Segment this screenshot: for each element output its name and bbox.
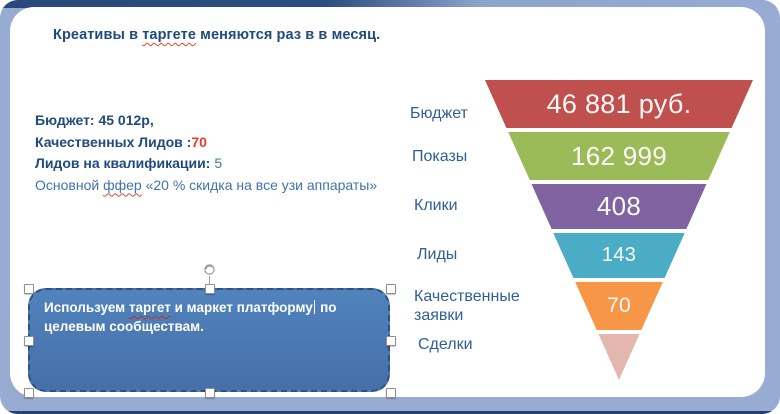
funnel-label-deals[interactable]: Сделки	[418, 336, 473, 353]
resize-handle-bottom-right[interactable]	[386, 388, 396, 398]
text-cursor	[313, 300, 316, 314]
funnel-value-quality-requests: 70	[607, 294, 631, 317]
quality-leads-line: Качественных Лидов :70	[35, 132, 377, 154]
funnel-segment-clicks[interactable]: 408	[531, 184, 707, 229]
resize-handle-middle-left[interactable]	[24, 336, 34, 346]
resize-handle-bottom-middle[interactable]	[205, 388, 215, 398]
funnel-label-quality-requests[interactable]: Качественные заявки	[414, 288, 520, 324]
qualification-leads-label: Лидов на квалификации:	[35, 155, 211, 171]
title-text-suffix: меняются раз в в месяц.	[196, 27, 381, 43]
funnel-label-impressions[interactable]: Показы	[412, 148, 468, 165]
qualification-leads-value: 5	[214, 155, 223, 171]
frame-top-border	[0, 0, 780, 8]
resize-handle-bottom-left[interactable]	[24, 388, 34, 398]
funnel-value-impressions: 162 999	[570, 140, 668, 171]
resize-handle-top-right[interactable]	[386, 284, 396, 294]
frame-bottom-border	[0, 411, 780, 414]
slide-title[interactable]: Креативы в таргете меняются раз в в меся…	[53, 27, 380, 43]
resize-handle-top-left[interactable]	[24, 284, 34, 294]
resize-handle-top-middle[interactable]	[205, 284, 215, 294]
title-misspelled-word: таргете	[142, 27, 197, 43]
callout-textbox[interactable]: Используем таргет и маркет платформу по …	[28, 288, 390, 392]
quality-leads-label: Качественных Лидов :	[35, 133, 192, 150]
rotation-handle-icon[interactable]	[203, 263, 216, 276]
funnel-value-clicks: 408	[596, 191, 642, 221]
callout-misspelled-word: таргет	[128, 300, 171, 315]
funnel-chart[interactable]: 46 881 руб. 162 999 408 143 70	[485, 80, 753, 380]
callout-prefix: Используем	[44, 300, 129, 315]
title-text-prefix: Креативы в	[53, 27, 143, 43]
funnel-label-leads[interactable]: Лиды	[417, 246, 458, 263]
callout-suffix: по целевым сообществам.	[44, 300, 337, 334]
budget-line: Бюджет: 45 012р,	[35, 112, 154, 128]
funnel-segment-budget[interactable]: 46 881 руб.	[485, 80, 753, 128]
offer-misspelled-word: ффер	[103, 176, 142, 193]
resize-handle-middle-right[interactable]	[386, 336, 396, 346]
offer-prefix: Основной	[35, 176, 104, 193]
callout-middle: и маркет платформу	[170, 300, 313, 315]
funnel-label-clicks[interactable]: Клики	[414, 197, 458, 214]
offer-suffix: «20 % скидка на все узи аппараты»	[141, 176, 378, 193]
rotation-handle-stem	[209, 276, 210, 285]
funnel-segment-deals[interactable]	[598, 334, 640, 380]
qualification-leads-line: Лидов на квалификации: 5	[35, 153, 377, 175]
funnel-label-budget[interactable]: Бюджет	[410, 105, 468, 122]
funnel-value-leads: 143	[601, 244, 637, 266]
funnel-segment-impressions[interactable]: 162 999	[508, 132, 730, 180]
stats-text-block[interactable]: Бюджет: 45 012р, Качественных Лидов :70 …	[35, 110, 377, 196]
funnel-segment-quality-requests[interactable]: 70	[575, 282, 663, 330]
offer-line: Основной ффер «20 % скидка на все узи ап…	[35, 175, 377, 197]
funnel-value-budget: 46 881 руб.	[546, 88, 692, 119]
quality-leads-value: 70	[191, 133, 207, 150]
funnel-segment-leads[interactable]: 143	[553, 233, 685, 278]
